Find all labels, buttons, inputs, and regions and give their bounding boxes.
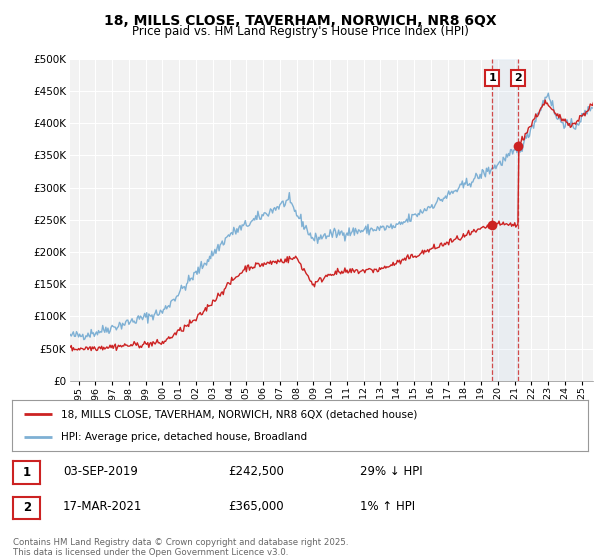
- Bar: [492, 59, 518, 381]
- Text: Contains HM Land Registry data © Crown copyright and database right 2025.
This d: Contains HM Land Registry data © Crown c…: [13, 538, 349, 557]
- Text: 2: 2: [23, 501, 31, 515]
- Text: Price paid vs. HM Land Registry's House Price Index (HPI): Price paid vs. HM Land Registry's House …: [131, 25, 469, 38]
- Text: £365,000: £365,000: [228, 500, 284, 514]
- Text: 18, MILLS CLOSE, TAVERHAM, NORWICH, NR8 6QX: 18, MILLS CLOSE, TAVERHAM, NORWICH, NR8 …: [104, 14, 496, 28]
- Text: £242,500: £242,500: [228, 465, 284, 478]
- Text: 29% ↓ HPI: 29% ↓ HPI: [360, 465, 422, 478]
- Text: 1: 1: [488, 73, 496, 83]
- Text: 1% ↑ HPI: 1% ↑ HPI: [360, 500, 415, 514]
- Text: 17-MAR-2021: 17-MAR-2021: [63, 500, 142, 514]
- Text: 03-SEP-2019: 03-SEP-2019: [63, 465, 138, 478]
- Text: 18, MILLS CLOSE, TAVERHAM, NORWICH, NR8 6QX (detached house): 18, MILLS CLOSE, TAVERHAM, NORWICH, NR8 …: [61, 409, 418, 419]
- Text: 2: 2: [514, 73, 522, 83]
- Text: HPI: Average price, detached house, Broadland: HPI: Average price, detached house, Broa…: [61, 432, 307, 442]
- Text: 1: 1: [23, 466, 31, 479]
